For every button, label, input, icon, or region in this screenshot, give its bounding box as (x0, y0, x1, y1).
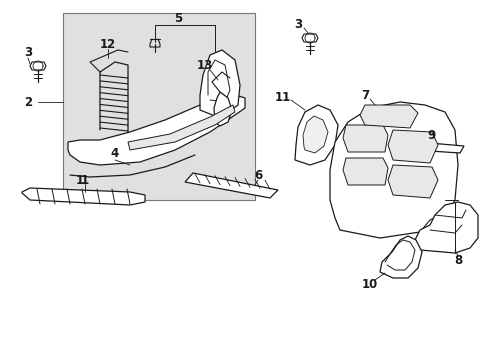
Polygon shape (68, 95, 244, 165)
Polygon shape (30, 62, 46, 70)
Polygon shape (302, 34, 317, 42)
Text: 1: 1 (81, 174, 89, 186)
Text: 1: 1 (76, 174, 84, 186)
Text: 2: 2 (24, 95, 32, 108)
Polygon shape (200, 50, 240, 118)
Polygon shape (214, 92, 231, 126)
Polygon shape (184, 173, 278, 198)
Polygon shape (303, 116, 327, 153)
Polygon shape (342, 158, 387, 185)
Text: 8: 8 (453, 253, 461, 266)
Polygon shape (387, 130, 437, 163)
Polygon shape (294, 105, 337, 165)
Text: 7: 7 (360, 89, 368, 102)
Polygon shape (128, 105, 235, 150)
Text: 13: 13 (197, 59, 213, 72)
Polygon shape (342, 125, 387, 152)
Polygon shape (414, 142, 463, 153)
Text: 5: 5 (174, 12, 182, 24)
Text: 4: 4 (111, 147, 119, 159)
Polygon shape (387, 165, 437, 198)
Text: 11: 11 (274, 90, 290, 104)
Polygon shape (22, 188, 145, 205)
Text: 12: 12 (100, 37, 116, 50)
Polygon shape (329, 102, 457, 238)
Polygon shape (379, 236, 421, 278)
Text: 9: 9 (427, 129, 435, 141)
Polygon shape (414, 202, 477, 253)
Bar (63, 13, 254, 200)
Polygon shape (359, 105, 417, 128)
Text: 3: 3 (24, 45, 32, 59)
Text: 6: 6 (253, 168, 262, 181)
Text: 10: 10 (361, 279, 377, 292)
Text: 3: 3 (293, 18, 302, 31)
